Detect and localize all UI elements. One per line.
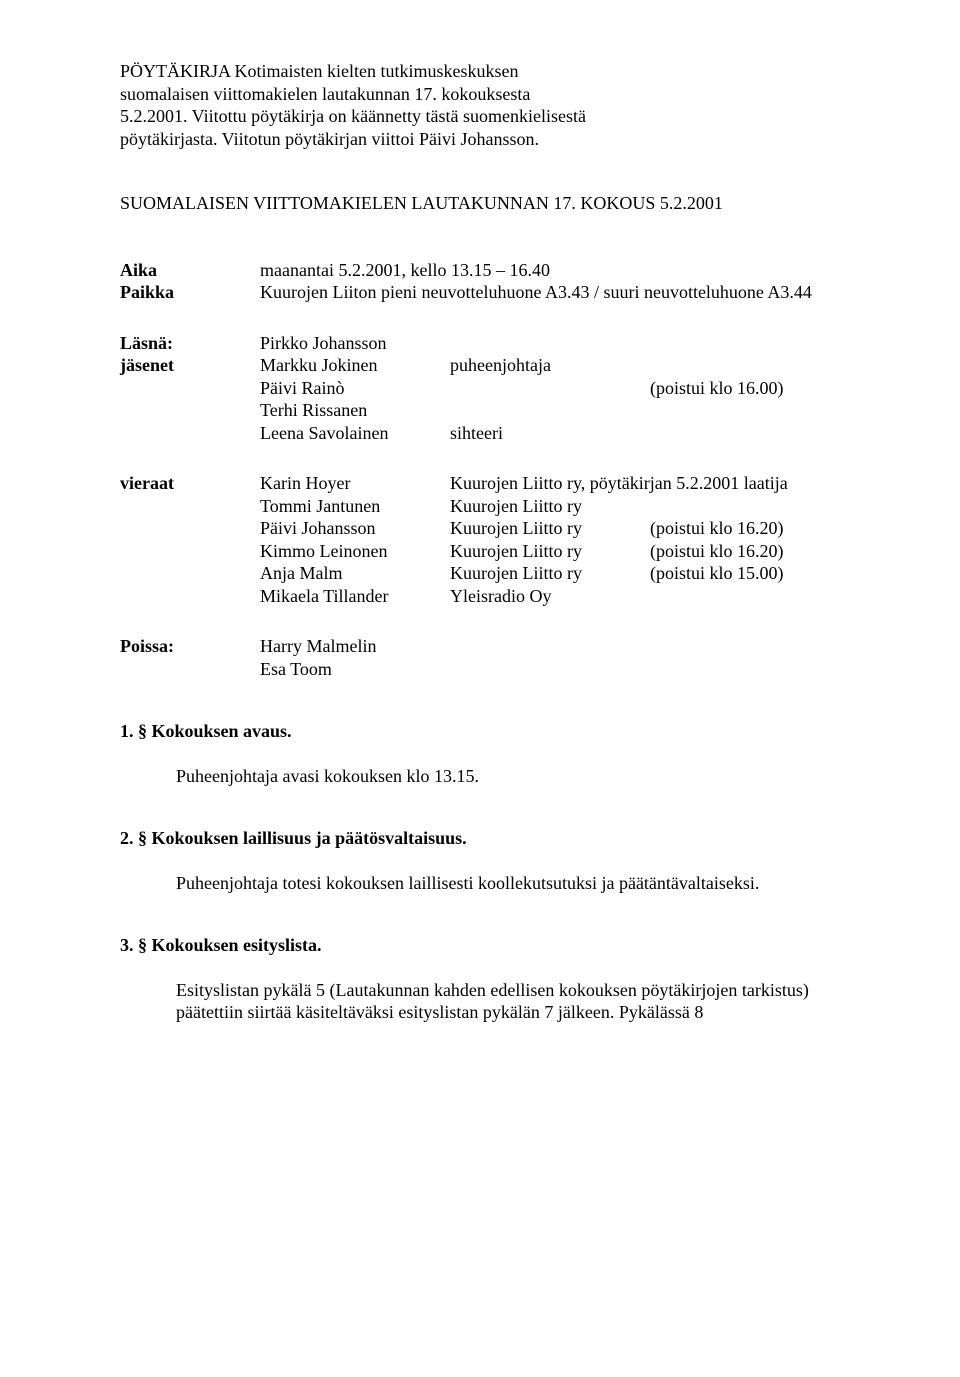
person-name: Leena Savolainen [260,422,450,445]
jasenet-row: Markku Jokinen puheenjohtaja [260,354,850,377]
vieraat-row: Karin Hoyer Kuurojen Liitto ry, pöytäkir… [260,472,850,495]
vieraat-label: vieraat [120,472,260,607]
person-role [450,332,650,355]
intro-line-3: 5.2.2001. Viitottu pöytäkirja on käännet… [120,105,850,128]
attendance-poissa: Poissa: Harry Malmelin Esa Toom [120,635,850,680]
person-note: (poistui klo 15.00) [650,562,850,585]
meta-val-paikka: Kuurojen Liiton pieni neuvotteluhuone A3… [260,281,850,304]
vieraat-row: Kimmo Leinonen Kuurojen Liitto ry (poist… [260,540,850,563]
intro-line-1: PÖYTÄKIRJA Kotimaisten kielten tutkimusk… [120,60,850,83]
document-page: PÖYTÄKIRJA Kotimaisten kielten tutkimusk… [0,0,960,1377]
person-note [650,332,850,355]
meta-key-aika: Aika [120,259,260,282]
person-name: Harry Malmelin [260,635,450,658]
person-note: (poistui klo 16.00) [650,377,850,400]
section-body: Puheenjohtaja avasi kokouksen klo 13.15. [120,765,850,788]
section-title: 2. § Kokouksen laillisuus ja päätösvalta… [120,827,850,850]
person-note [650,422,850,445]
section-body: Esityslistan pykälä 5 (Lautakunnan kahde… [120,979,850,1024]
lasna-label: Läsnä: [120,332,260,355]
person-role: puheenjohtaja [450,354,650,377]
poissa-row: Harry Malmelin [260,635,850,658]
vieraat-row: Mikaela Tillander Yleisradio Oy [260,585,850,608]
section-2: 2. § Kokouksen laillisuus ja päätösvalta… [120,827,850,894]
person-role: Kuurojen Liitto ry, pöytäkirjan 5.2.2001… [450,472,850,495]
person-note: (poistui klo 16.20) [650,517,850,540]
person-name: Päivi Rainò [260,377,450,400]
poissa-label: Poissa: [120,635,260,680]
vieraat-row: Tommi Jantunen Kuurojen Liitto ry [260,495,850,518]
attendance-vieraat: vieraat Karin Hoyer Kuurojen Liitto ry, … [120,472,850,607]
person-note: (poistui klo 16.20) [650,540,850,563]
person-note [650,585,850,608]
poissa-row: Esa Toom [260,658,850,681]
section-text: Esityslistan pykälä 5 (Lautakunnan kahde… [176,979,850,1024]
vieraat-row: Anja Malm Kuurojen Liitto ry (poistui kl… [260,562,850,585]
vieraat-row: Päivi Johansson Kuurojen Liitto ry (pois… [260,517,850,540]
meta-row-paikka: Paikka Kuurojen Liiton pieni neuvotteluh… [120,281,850,304]
attendance-jasenet: Läsnä: jäsenet Pirkko Johansson Markku J… [120,332,850,445]
person-role: Kuurojen Liitto ry [450,540,650,563]
section-text: Puheenjohtaja avasi kokouksen klo 13.15. [176,765,850,788]
person-note [650,495,850,518]
meta-val-aika: maanantai 5.2.2001, kello 13.15 – 16.40 [260,259,850,282]
person-name: Tommi Jantunen [260,495,450,518]
meta-key-paikka: Paikka [120,281,260,304]
person-name: Karin Hoyer [260,472,450,495]
person-role: Yleisradio Oy [450,585,650,608]
person-name: Anja Malm [260,562,450,585]
person-name: Mikaela Tillander [260,585,450,608]
person-role: Kuurojen Liitto ry [450,517,650,540]
meeting-meta: Aika maanantai 5.2.2001, kello 13.15 – 1… [120,259,850,304]
vieraat-list: Karin Hoyer Kuurojen Liitto ry, pöytäkir… [260,472,850,607]
poissa-list: Harry Malmelin Esa Toom [260,635,850,680]
person-role [450,399,650,422]
jasenet-row: Leena Savolainen sihteeri [260,422,850,445]
section-1: 1. § Kokouksen avaus. Puheenjohtaja avas… [120,720,850,787]
person-role: Kuurojen Liitto ry [450,562,650,585]
section-text: Puheenjohtaja totesi kokouksen laillises… [176,872,850,895]
jasenet-row: Terhi Rissanen [260,399,850,422]
person-name: Esa Toom [260,658,450,681]
intro-block: PÖYTÄKIRJA Kotimaisten kielten tutkimusk… [120,60,850,150]
person-name: Kimmo Leinonen [260,540,450,563]
section-body: Puheenjohtaja totesi kokouksen laillises… [120,872,850,895]
person-name: Markku Jokinen [260,354,450,377]
person-role: sihteeri [450,422,650,445]
person-name: Pirkko Johansson [260,332,450,355]
person-role: Kuurojen Liitto ry [450,495,650,518]
person-note [650,399,850,422]
jasenet-row: Päivi Rainò (poistui klo 16.00) [260,377,850,400]
jasenet-row: Pirkko Johansson [260,332,850,355]
jasenet-list: Pirkko Johansson Markku Jokinen puheenjo… [260,332,850,445]
section-title: 1. § Kokouksen avaus. [120,720,850,743]
intro-line-2: suomalaisen viittomakielen lautakunnan 1… [120,83,850,106]
person-name: Päivi Johansson [260,517,450,540]
section-3: 3. § Kokouksen esityslista. Esityslistan… [120,934,850,1024]
meta-row-aika: Aika maanantai 5.2.2001, kello 13.15 – 1… [120,259,850,282]
main-title: SUOMALAISEN VIITTOMAKIELEN LAUTAKUNNAN 1… [120,192,850,215]
attendance-jasenet-key: Läsnä: jäsenet [120,332,260,445]
attendance-block: Läsnä: jäsenet Pirkko Johansson Markku J… [120,332,850,681]
person-name: Terhi Rissanen [260,399,450,422]
section-title: 3. § Kokouksen esityslista. [120,934,850,957]
person-role [450,377,650,400]
jasenet-label: jäsenet [120,354,260,377]
intro-line-4: pöytäkirjasta. Viitotun pöytäkirjan viit… [120,128,850,151]
person-note [650,354,850,377]
